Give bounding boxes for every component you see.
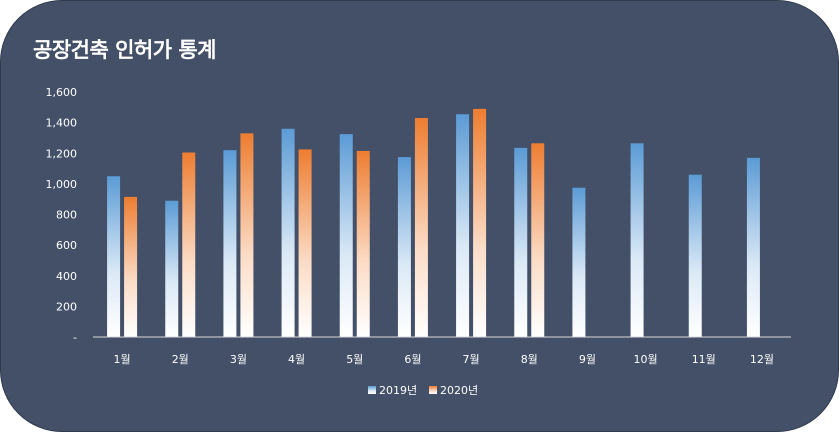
x-tick-label: 3월 xyxy=(230,353,247,366)
y-tick-label: 1,600 xyxy=(46,86,78,99)
y-tick-label: 200 xyxy=(56,300,77,313)
y-tick-label: 1,400 xyxy=(46,117,78,130)
bar-series1-7 xyxy=(456,114,470,337)
legend-swatch xyxy=(429,386,437,394)
legend-label: 2020년 xyxy=(440,384,478,397)
x-tick-label: 2월 xyxy=(172,353,189,366)
bar-series1-2 xyxy=(165,200,179,337)
bar-series2-5 xyxy=(356,150,370,337)
x-tick-label: 12월 xyxy=(750,353,774,366)
x-tick-label: 7월 xyxy=(463,353,480,366)
bar-series1-8 xyxy=(514,147,528,337)
legend-label: 2019년 xyxy=(379,384,417,397)
x-tick-label: 9월 xyxy=(579,353,596,366)
bar-series2-8 xyxy=(531,143,545,337)
y-tick-label: 1,000 xyxy=(46,178,78,191)
legend-swatch xyxy=(368,386,376,394)
bar-series2-7 xyxy=(473,108,487,337)
bar-series1-10 xyxy=(630,143,644,337)
bar-series1-4 xyxy=(281,128,295,337)
x-axis: 1월 2월 3월 4월 5월 6월 7월 8월 9월 10월 11월 12월 xyxy=(114,353,774,366)
bar-series1-11 xyxy=(688,174,702,337)
bar-series1-3 xyxy=(223,150,237,337)
x-tick-label: 11월 xyxy=(692,353,716,366)
y-axis: - 200 400 600 800 1,000 1,200 1,400 1,600 xyxy=(46,86,78,344)
x-tick-label: 10월 xyxy=(634,353,658,366)
bar-series1-1 xyxy=(107,176,121,337)
bar-series1-9 xyxy=(572,187,586,337)
bar-series1-6 xyxy=(397,157,411,337)
bar-series2-2 xyxy=(182,152,196,337)
x-tick-label: 4월 xyxy=(288,353,305,366)
y-tick-label: 400 xyxy=(56,270,77,283)
legend: 2019년 2020년 xyxy=(368,384,478,397)
x-tick-label: 1월 xyxy=(114,353,131,366)
y-tick-label: 600 xyxy=(56,239,77,252)
x-tick-label: 5월 xyxy=(346,353,363,366)
bars xyxy=(107,108,760,337)
chart-title: 공장건축 인허가 통계 xyxy=(33,38,217,62)
bar-series2-1 xyxy=(124,196,138,337)
y-tick-label: 1,200 xyxy=(46,147,78,160)
bar-series2-4 xyxy=(298,149,312,337)
bar-series1-5 xyxy=(339,134,353,337)
x-tick-label: 6월 xyxy=(404,353,421,366)
bar-series2-3 xyxy=(240,133,254,337)
x-tick-label: 8월 xyxy=(521,353,538,366)
y-tick-label: - xyxy=(73,331,77,344)
y-tick-label: 800 xyxy=(56,209,77,222)
bar-series1-12 xyxy=(746,157,760,337)
bar-series2-6 xyxy=(414,118,428,337)
